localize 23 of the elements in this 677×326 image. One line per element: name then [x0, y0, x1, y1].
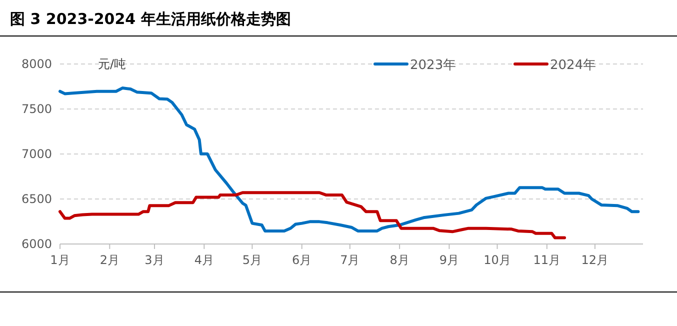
x-tick-label: 12月 [581, 253, 609, 267]
y-tick-label: 6000 [21, 237, 52, 251]
chart-title: 图 3 2023-2024 年生活用纸价格走势图 [10, 10, 291, 28]
x-tick-label: 11月 [533, 253, 561, 267]
line-series [58, 191, 566, 240]
x-tick-label: 2月 [100, 253, 120, 267]
x-tick-label: 5月 [242, 253, 262, 267]
line-series [58, 86, 640, 232]
y-tick-label: 8000 [21, 57, 52, 71]
y-tick-label: 6500 [21, 192, 52, 206]
y-tick-label: 7000 [21, 147, 52, 161]
x-tick-label: 1月 [50, 253, 70, 267]
x-tick-label: 7月 [340, 253, 360, 267]
legend-label: 2024年 [550, 58, 596, 73]
y-axis-title: 元/吨 [98, 57, 126, 71]
x-tick-label: 6月 [292, 253, 312, 267]
legend-label: 2023年 [410, 58, 456, 73]
x-tick-label: 8月 [390, 253, 410, 267]
y-tick-label: 7500 [21, 102, 52, 116]
x-tick-label: 4月 [194, 253, 214, 267]
x-tick-label: 9月 [439, 253, 460, 267]
x-tick-label: 10月 [484, 253, 511, 267]
x-tick-label: 3月 [144, 253, 164, 267]
